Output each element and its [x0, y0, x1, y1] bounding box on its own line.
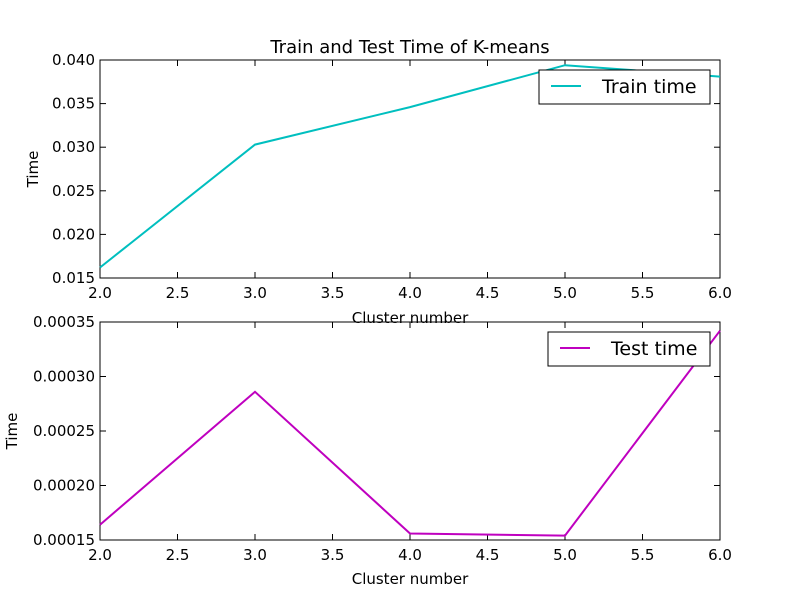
y-tick-label: 0.015	[52, 269, 95, 287]
series-group	[99, 64, 721, 269]
x-tick-label: 3.0	[243, 284, 267, 302]
tick-group: 2.0 2.5 3.0 3.5 4.0 4.5 5.0 5.5 6.0 0.00015 0.0002…	[33, 313, 732, 564]
x-tick-label: 4.0	[398, 284, 422, 302]
y-axis-label: Time	[3, 413, 21, 451]
x-tick-label: 4.0	[398, 546, 422, 564]
x-axis-label: Cluster number	[352, 570, 469, 588]
x-tick-label: 5.5	[631, 284, 655, 302]
legend-label: Test time	[610, 338, 697, 360]
x-tick-label: 5.0	[553, 546, 577, 564]
x-tick-label: 6.0	[708, 284, 732, 302]
series-line	[99, 330, 721, 537]
y-tick-label: 0.040	[52, 51, 95, 69]
legend-label: Train time	[601, 76, 697, 98]
y-tick-label: 0.030	[52, 138, 95, 156]
x-tick-label: 5.0	[553, 284, 577, 302]
x-tick-label: 3.5	[321, 284, 345, 302]
test-time-chart: 2.0 2.5 3.0 3.5 4.0 4.5 5.0 5.5 6.0 0.00015 0.0002…	[3, 313, 732, 588]
x-tick-label: 3.0	[243, 546, 267, 564]
y-tick-label: 0.00020	[33, 477, 95, 495]
y-tick-label: 0.020	[52, 225, 95, 243]
y-tick-label: 0.00025	[33, 422, 95, 440]
x-tick-label: 4.5	[476, 546, 500, 564]
y-tick-label: 0.00030	[33, 368, 95, 386]
legend: Test time	[547, 331, 711, 367]
series-group	[99, 330, 721, 537]
series-line	[99, 64, 721, 269]
x-tick-label: 2.0	[88, 284, 112, 302]
x-tick-label: 5.5	[631, 546, 655, 564]
y-tick-label: 0.00035	[33, 313, 95, 331]
y-tick-label: 0.00015	[33, 531, 95, 549]
chart-title: Train and Test Time of K-means	[269, 37, 549, 58]
x-tick-label: 2.0	[88, 546, 112, 564]
y-axis-label: Time	[24, 151, 42, 189]
x-tick-label: 4.5	[476, 284, 500, 302]
train-time-chart: Train and Test Time of K-means 2.0 2.5 3.0…	[24, 37, 732, 327]
y-tick-label: 0.035	[52, 95, 95, 113]
x-tick-label: 2.5	[166, 284, 190, 302]
x-tick-label: 6.0	[708, 546, 732, 564]
legend: Train time	[538, 69, 711, 105]
x-tick-label: 3.5	[321, 546, 345, 564]
x-tick-label: 2.5	[166, 546, 190, 564]
y-tick-label: 0.025	[52, 182, 95, 200]
tick-group: 2.0 2.5 3.0 3.5 4.0 4.5 5.0 5.5 6.0 0.015 0.020 0.0…	[52, 51, 732, 302]
